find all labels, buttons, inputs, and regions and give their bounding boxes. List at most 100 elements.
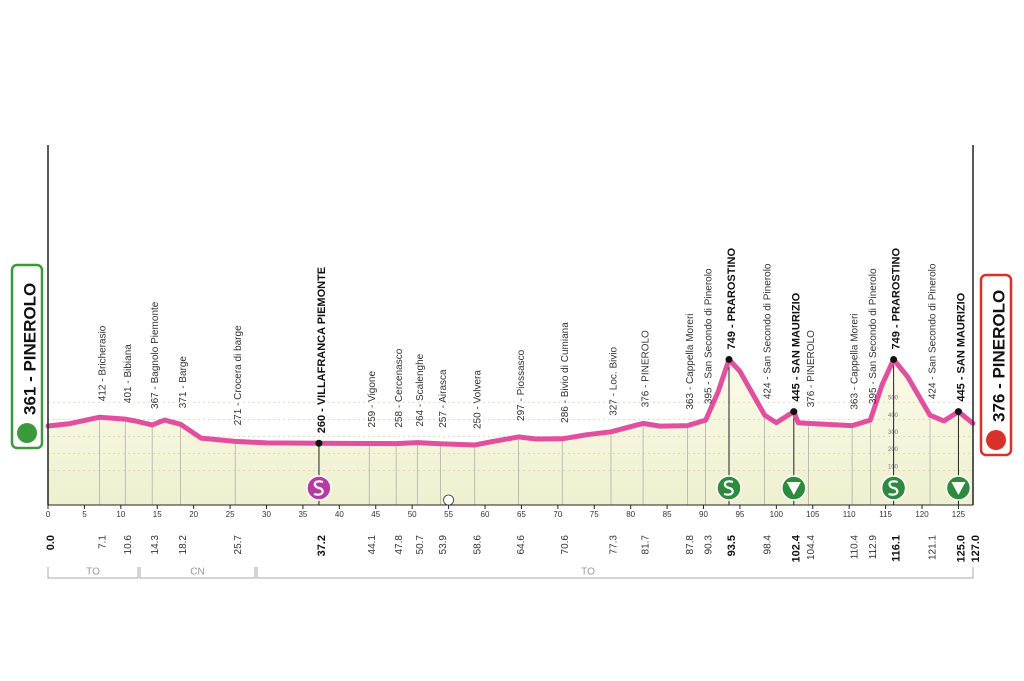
finish-km: 127.0 xyxy=(970,535,982,563)
waypoint-km: 110.4 xyxy=(850,535,861,560)
x-tick-label: 60 xyxy=(481,510,490,519)
waypoint-name: 327 - Loc. Bivio xyxy=(609,346,620,415)
waypoint-name: 376 - PINEROLO xyxy=(641,330,652,407)
start-km: 0.0 xyxy=(45,535,57,550)
waypoint-km: 70.6 xyxy=(560,535,571,555)
waypoint-name: 749 - PRAROSTINO xyxy=(726,248,738,350)
waypoint-name: 250 - Volvera xyxy=(472,370,483,429)
waypoint-name: 258 - Cercenasco xyxy=(394,348,405,427)
x-tick-label: 65 xyxy=(517,510,526,519)
waypoint-km: 121.1 xyxy=(928,535,939,560)
stage-icon xyxy=(306,475,332,501)
x-tick-label: 110 xyxy=(843,510,856,519)
waypoint-name: 445 - SAN MAURIZIO xyxy=(791,292,803,401)
waypoint-km: 87.8 xyxy=(685,535,696,555)
finish-box xyxy=(979,273,1013,457)
x-tick-label: 120 xyxy=(915,510,929,519)
x-tick-label: 35 xyxy=(298,510,307,519)
x-tick-label: 70 xyxy=(553,510,562,519)
waypoint-name: 363 - Cappella Moreri xyxy=(850,313,861,409)
waypoint-km: 90.3 xyxy=(703,535,714,555)
x-tick-label: 40 xyxy=(335,510,344,519)
x-tick-label: 115 xyxy=(879,510,892,519)
waypoint-name: 260 - VILLAFRANCA PIEMONTE xyxy=(316,267,328,433)
waypoint-km: 125.0 xyxy=(955,535,967,563)
waypoint-name: 297 - Piossasco xyxy=(516,349,527,421)
waypoint-km: 7.1 xyxy=(97,535,108,549)
x-tick-label: 30 xyxy=(262,510,271,519)
x-tick-label: 100 xyxy=(770,510,784,519)
icon-s xyxy=(723,480,734,496)
waypoint-name: 412 - Bricherasio xyxy=(97,325,108,401)
waypoint-km: 50.7 xyxy=(415,535,426,555)
waypoint-km: 53.9 xyxy=(438,535,449,555)
waypoint-km: 81.7 xyxy=(641,535,652,555)
waypoint-dot xyxy=(954,408,962,416)
waypoint-name: 271 - Crocera di barge xyxy=(233,325,244,425)
x-tick-label: 55 xyxy=(444,510,453,519)
waypoint-dot xyxy=(790,408,798,416)
waypoint-name: 424 - San Secondo di Pinerolo xyxy=(762,263,773,399)
waypoint-name: 367 - Bagnolo Piemonte xyxy=(150,301,161,409)
x-tick-label: 50 xyxy=(408,510,417,519)
x-tick-label: 80 xyxy=(626,510,635,519)
waypoint-km: 98.4 xyxy=(762,535,773,555)
profile-line xyxy=(45,357,976,448)
waypoint-km: 10.6 xyxy=(123,535,134,555)
x-tick-label: 15 xyxy=(153,510,162,519)
waypoint-name: 395 - San Secondo di Pinerolo xyxy=(703,268,714,404)
stage-icon xyxy=(945,475,972,501)
x-tick-label: 25 xyxy=(226,510,235,519)
waypoint-km: 93.5 xyxy=(726,535,738,556)
waypoint-name: 371 - Barge xyxy=(178,356,189,409)
x-tick-label: 125 xyxy=(952,510,966,519)
stage-icon xyxy=(781,475,807,501)
waypoint-km: 102.4 xyxy=(791,534,803,562)
waypoint-km: 47.8 xyxy=(394,535,405,555)
waypoint-km: 116.1 xyxy=(891,535,903,562)
region-bracket xyxy=(47,567,139,579)
waypoint-name: 363 - Cappella Moreri xyxy=(685,313,696,409)
waypoint-name: 424 - San Secondo di Pinerolo xyxy=(928,263,939,399)
x-tick-label: 105 xyxy=(806,510,820,519)
x-tick-label: 0 xyxy=(46,510,51,519)
x-tick-label: 75 xyxy=(590,510,599,519)
waypoint-name: 401 - Bibiana xyxy=(123,344,134,403)
waypoint-name: 286 - Bivio di Cumiana xyxy=(560,322,571,423)
x-tick-label: 95 xyxy=(735,510,744,519)
waypoint-dot xyxy=(725,355,733,363)
icon-s xyxy=(313,480,324,496)
icon-s xyxy=(888,480,899,496)
waypoint-km: 64.6 xyxy=(516,535,527,555)
x-tick-label: 90 xyxy=(699,510,708,519)
waypoint-km: 25.7 xyxy=(233,535,244,555)
waypoint-name: 749 - PRAROSTINO xyxy=(891,248,903,350)
waypoint-name: 259 - Vigone xyxy=(367,370,378,427)
waypoint-km: 77.3 xyxy=(609,535,620,555)
finish-name: 376 - PINEROLO xyxy=(989,290,1008,422)
stage-icon xyxy=(880,475,907,501)
waypoint-name: 376 - PINEROLO xyxy=(806,330,817,407)
waypoint-km: 14.3 xyxy=(150,535,161,555)
region-bracket xyxy=(139,567,256,579)
waypoint-name: 395 - San Secondo di Pinerolo xyxy=(868,268,879,404)
waypoint-dot xyxy=(890,355,898,363)
rail-icon xyxy=(443,494,454,506)
start-name: 361 - PINEROLO xyxy=(20,283,39,415)
waypoint-km: 18.2 xyxy=(178,535,189,555)
x-tick-label: 85 xyxy=(663,510,672,519)
waypoint-km: 37.2 xyxy=(316,535,328,556)
icon-triangle xyxy=(786,482,801,495)
x-tick-label: 5 xyxy=(82,510,87,519)
region-label: TO xyxy=(581,567,595,578)
waypoint-km: 112.9 xyxy=(868,535,879,560)
start-box xyxy=(10,263,44,450)
icon-triangle xyxy=(951,482,966,495)
profile-area xyxy=(48,359,973,505)
start-icon xyxy=(17,423,37,443)
x-tick-label: 10 xyxy=(116,510,125,519)
waypoint-name: 445 - SAN MAURIZIO xyxy=(955,292,967,401)
finish-icon xyxy=(986,430,1006,450)
waypoint-name: 264 - Scalenghe xyxy=(415,353,426,426)
